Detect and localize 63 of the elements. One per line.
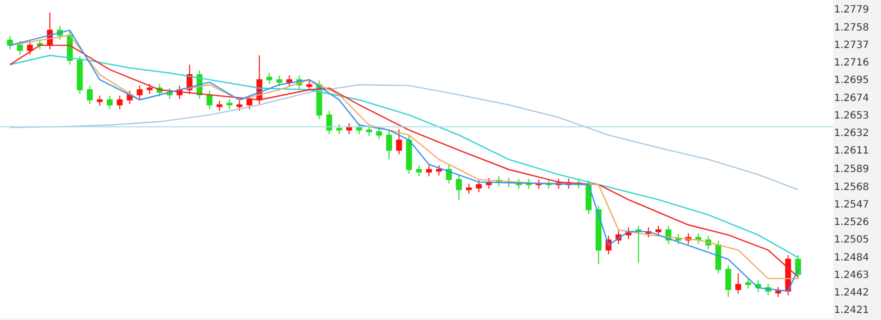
candlestick — [386, 130, 392, 160]
candlestick — [436, 164, 442, 176]
y-tick-label: 1.2716 — [834, 58, 869, 69]
candlestick — [476, 180, 482, 193]
candlestick — [306, 80, 312, 92]
candlestick — [226, 98, 232, 110]
candlestick — [735, 273, 742, 294]
candlestick — [7, 36, 13, 50]
candlestick — [775, 286, 782, 298]
candlestick — [346, 122, 352, 135]
candlestick — [655, 225, 662, 236]
candlestick — [206, 90, 212, 110]
y-tick-label: 1.2463 — [834, 270, 869, 281]
candlestick — [106, 95, 113, 110]
y-tick-label: 1.2442 — [834, 287, 869, 298]
candlestick — [426, 164, 432, 177]
y-tick-label: 1.2632 — [834, 128, 869, 140]
candlestick — [26, 40, 33, 56]
y-tick-label: 1.2484 — [834, 252, 869, 264]
candlestick — [416, 164, 422, 177]
candlestick — [745, 278, 752, 290]
candlestick — [136, 85, 143, 100]
candlestick — [725, 264, 732, 298]
candlestick — [266, 72, 272, 84]
candlestick — [286, 75, 292, 87]
candlestick — [366, 125, 372, 136]
y-tick-label: 1.2421 — [834, 305, 869, 316]
candlestick — [236, 100, 242, 112]
candlestick — [406, 135, 412, 174]
y-tick-label: 1.2505 — [834, 234, 869, 246]
y-tick-label: 1.2653 — [834, 110, 869, 122]
y-tick-label: 1.2737 — [834, 40, 869, 51]
y-tick-label: 1.2611 — [834, 146, 869, 157]
candlestick — [336, 124, 342, 135]
line-series — [9, 84, 799, 190]
y-tick-label: 1.2568 — [834, 182, 869, 193]
candlestick — [17, 40, 23, 56]
y-tick-label: 1.2758 — [834, 22, 869, 34]
candlestick — [116, 95, 123, 110]
y-tick-label: 1.2674 — [834, 92, 869, 104]
candlestick — [146, 83, 153, 94]
y-tick-label: 1.2547 — [834, 199, 869, 210]
candlestick — [795, 254, 802, 280]
y-tick-label: 1.2526 — [834, 217, 869, 228]
candlestick — [586, 180, 592, 214]
candlestick — [456, 174, 462, 200]
candlestick — [326, 110, 332, 135]
candlestick — [86, 85, 93, 105]
candlestick — [276, 75, 282, 87]
candlestick — [246, 95, 252, 110]
candlestick — [596, 205, 602, 265]
candlestick — [396, 128, 402, 155]
candlestick — [96, 95, 103, 106]
candlestick — [446, 164, 452, 184]
candlestick — [356, 122, 362, 135]
candlestick — [466, 183, 472, 194]
candlestick — [76, 56, 83, 94]
y-tick-label: 1.2695 — [834, 75, 869, 86]
candlestick — [636, 225, 642, 264]
y-tick-label: 1.2779 — [834, 4, 869, 16]
y-tick-label: 1.2589 — [834, 164, 869, 176]
candlestick — [216, 100, 222, 112]
candlestick — [376, 127, 382, 140]
